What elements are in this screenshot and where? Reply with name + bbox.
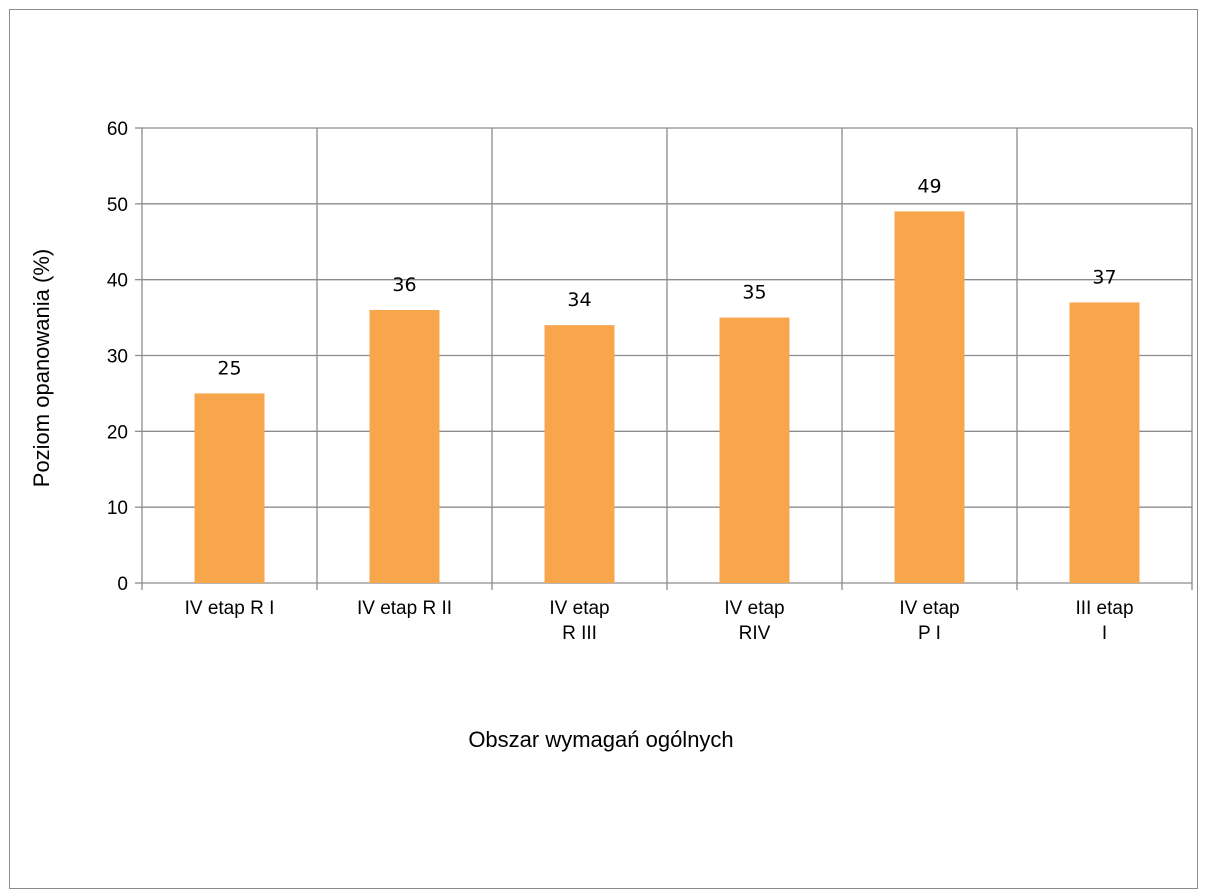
x-category-label: IV etap R II	[357, 598, 452, 619]
y-axis-title: Poziom opanowania (%)	[29, 249, 54, 487]
x-category-label: IV etap R I	[185, 598, 275, 619]
data-label: 36	[392, 274, 416, 296]
data-label: 25	[217, 357, 241, 379]
bars	[194, 211, 1140, 583]
y-tick-label: 40	[107, 271, 128, 292]
y-tick-label: 60	[107, 119, 128, 140]
bar	[544, 325, 615, 583]
x-category-label: III etap I	[1075, 598, 1133, 644]
y-tick-label: 20	[107, 422, 128, 443]
data-label: 49	[917, 175, 941, 197]
y-tick-label: 10	[107, 498, 128, 519]
y-tick-label: 30	[107, 347, 128, 368]
data-labels: 25 36 34 35 49 37	[217, 175, 1116, 379]
bar	[369, 310, 440, 583]
x-category-labels: IV etap R I IV etap R II IV etap R III IV et…	[185, 598, 1134, 644]
x-axis-title: Obszar wymagań ogólnych	[468, 727, 733, 752]
x-category-label: IV etap P I	[899, 598, 959, 644]
grid-lines	[135, 127, 1193, 590]
x-category-label: IV etap RIV	[724, 598, 784, 644]
y-tick-label: 0	[117, 574, 128, 595]
data-label: 34	[567, 289, 591, 311]
data-label: 35	[742, 282, 766, 304]
bar	[1069, 302, 1140, 583]
bar	[194, 393, 265, 583]
data-label: 37	[1092, 266, 1116, 288]
y-tick-label: 50	[107, 195, 128, 216]
x-category-label: IV etap R III	[549, 598, 609, 644]
bar	[719, 317, 790, 583]
bar	[894, 211, 965, 583]
y-tick-labels: 0 10 20 30 40 50 60	[107, 119, 128, 595]
